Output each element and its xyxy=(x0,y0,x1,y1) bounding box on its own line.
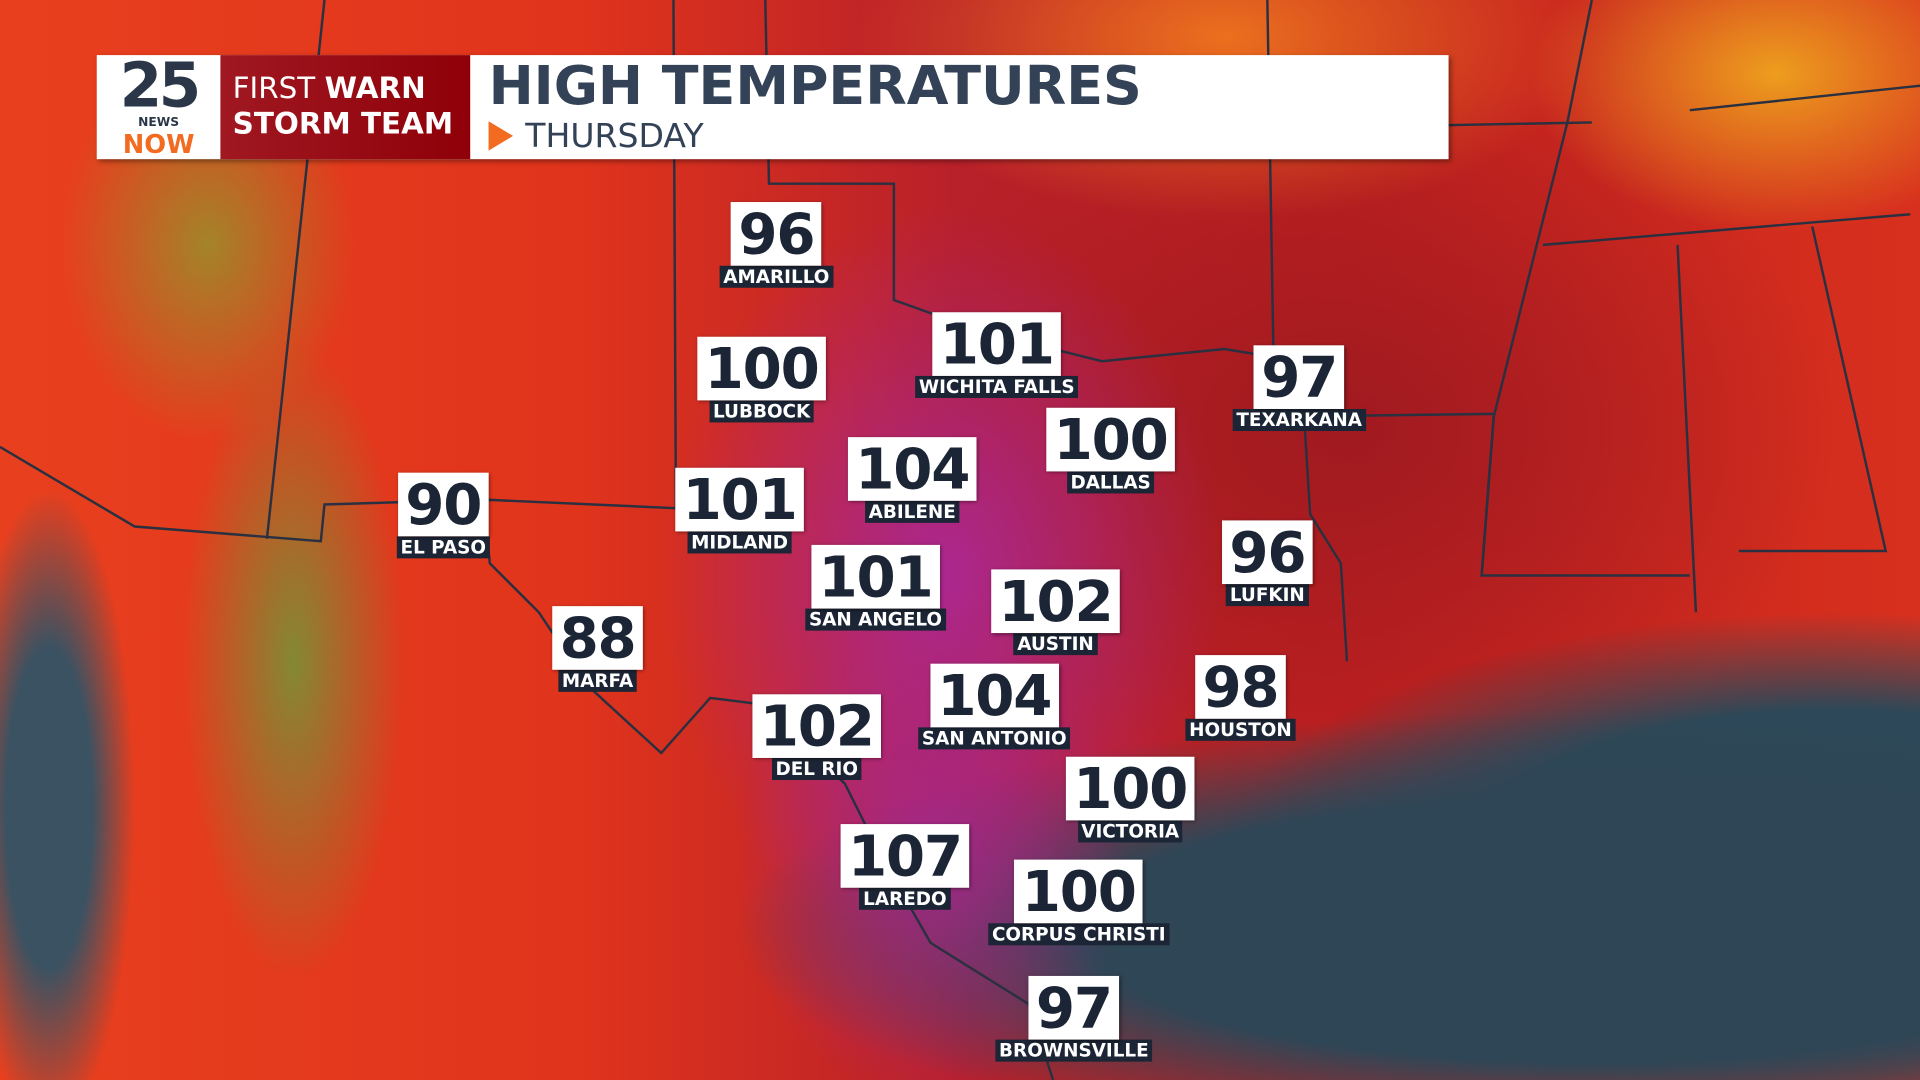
city-name: MARFA xyxy=(558,669,637,692)
city-temperature: 96 xyxy=(1222,520,1313,585)
city-name: AUSTIN xyxy=(1013,633,1098,656)
city-name: LUFKIN xyxy=(1226,584,1309,607)
city-temperature: 96 xyxy=(731,202,822,266)
city-temperature: 104 xyxy=(929,663,1059,728)
city-marker: 101 WICHITA FALLS xyxy=(915,312,1079,398)
border-east xyxy=(1542,213,1911,613)
city-marker: 100 CORPUS CHRISTI xyxy=(988,860,1170,946)
city-marker: 88 MARFA xyxy=(552,606,643,692)
city-name: TEXARKANA xyxy=(1232,408,1366,432)
city-name: DALLAS xyxy=(1066,471,1155,494)
city-temperature: 97 xyxy=(1253,345,1345,409)
logo-number: 25 xyxy=(119,50,202,122)
city-marker: 96 LUFKIN xyxy=(1222,520,1313,607)
city-marker: 100 VICTORIA xyxy=(1065,756,1195,843)
city-marker: 104 ABILENE xyxy=(847,437,977,523)
border-tx-la xyxy=(1266,0,1349,662)
city-name: LAREDO xyxy=(859,887,951,910)
city-marker: 102 AUSTIN xyxy=(991,569,1120,656)
city-marker: 107 LAREDO xyxy=(840,824,970,910)
border-mx xyxy=(0,445,484,543)
city-name: BROWNSVILLE xyxy=(995,1039,1153,1062)
city-marker: 98 HOUSTON xyxy=(1185,655,1296,741)
city-name: EL PASO xyxy=(396,536,490,559)
city-temperature: 90 xyxy=(397,472,489,537)
city-temperature: 101 xyxy=(675,467,804,531)
city-temperature: 100 xyxy=(1046,407,1175,472)
city-marker: 100 LUBBOCK xyxy=(697,336,826,423)
city-name: AMARILLO xyxy=(719,265,834,288)
city-marker: 97 BROWNSVILLE xyxy=(995,975,1153,1062)
city-name: CORPUS CHRISTI xyxy=(988,923,1170,946)
city-temperature: 101 xyxy=(932,312,1062,376)
city-name: WICHITA FALLS xyxy=(915,375,1079,398)
city-marker: 90 EL PASO xyxy=(396,472,490,559)
city-temperature: 88 xyxy=(552,606,643,670)
city-temperature: 104 xyxy=(847,437,977,501)
brand-first: FIRST xyxy=(232,71,325,106)
play-triangle-icon xyxy=(488,121,514,151)
city-marker: 97 TEXARKANA xyxy=(1232,345,1366,432)
city-marker: 101 SAN ANGELO xyxy=(805,544,946,631)
city-temperature: 101 xyxy=(811,544,940,609)
brand-storm-team: STORM TEAM xyxy=(232,106,454,141)
city-name: LUBBOCK xyxy=(709,400,814,423)
city-temperature: 97 xyxy=(1028,975,1120,1040)
city-temperature: 100 xyxy=(1014,860,1144,924)
city-name: VICTORIA xyxy=(1077,820,1183,843)
border-mississippi xyxy=(1480,0,1690,577)
city-name: MIDLAND xyxy=(687,531,792,554)
city-marker: 96 AMARILLO xyxy=(719,202,834,288)
title-banner: 25 NEWS NOW FIRST WARN STORM TEAM HIGH T… xyxy=(96,55,1449,160)
city-temperature: 102 xyxy=(752,694,882,758)
city-marker: 104 SAN ANTONIO xyxy=(918,663,1071,750)
city-name: ABILENE xyxy=(864,500,960,523)
city-temperature: 102 xyxy=(991,569,1120,634)
city-temperature: 98 xyxy=(1195,655,1286,719)
city-name: HOUSTON xyxy=(1185,718,1296,741)
subtitle-day: THURSDAY xyxy=(525,117,704,156)
city-temperature: 100 xyxy=(1065,756,1195,821)
city-name: SAN ANGELO xyxy=(805,608,946,631)
brand-warn: WARN xyxy=(324,71,426,106)
city-temperature: 107 xyxy=(840,824,970,888)
city-marker: 100 DALLAS xyxy=(1046,407,1175,494)
city-name: DEL RIO xyxy=(771,757,862,781)
station-logo: 25 NEWS NOW xyxy=(97,55,221,159)
subtitle: THURSDAY xyxy=(488,117,704,156)
page-title: HIGH TEMPERATURES xyxy=(488,55,1142,118)
brand-block: FIRST WARN STORM TEAM xyxy=(220,55,471,160)
logo-now: NOW xyxy=(122,129,195,160)
city-marker: 101 MIDLAND xyxy=(675,467,804,554)
city-name: SAN ANTONIO xyxy=(918,727,1071,750)
city-temperature: 100 xyxy=(697,336,826,401)
city-marker: 102 DEL RIO xyxy=(752,694,882,781)
logo-news: NEWS xyxy=(138,116,180,130)
